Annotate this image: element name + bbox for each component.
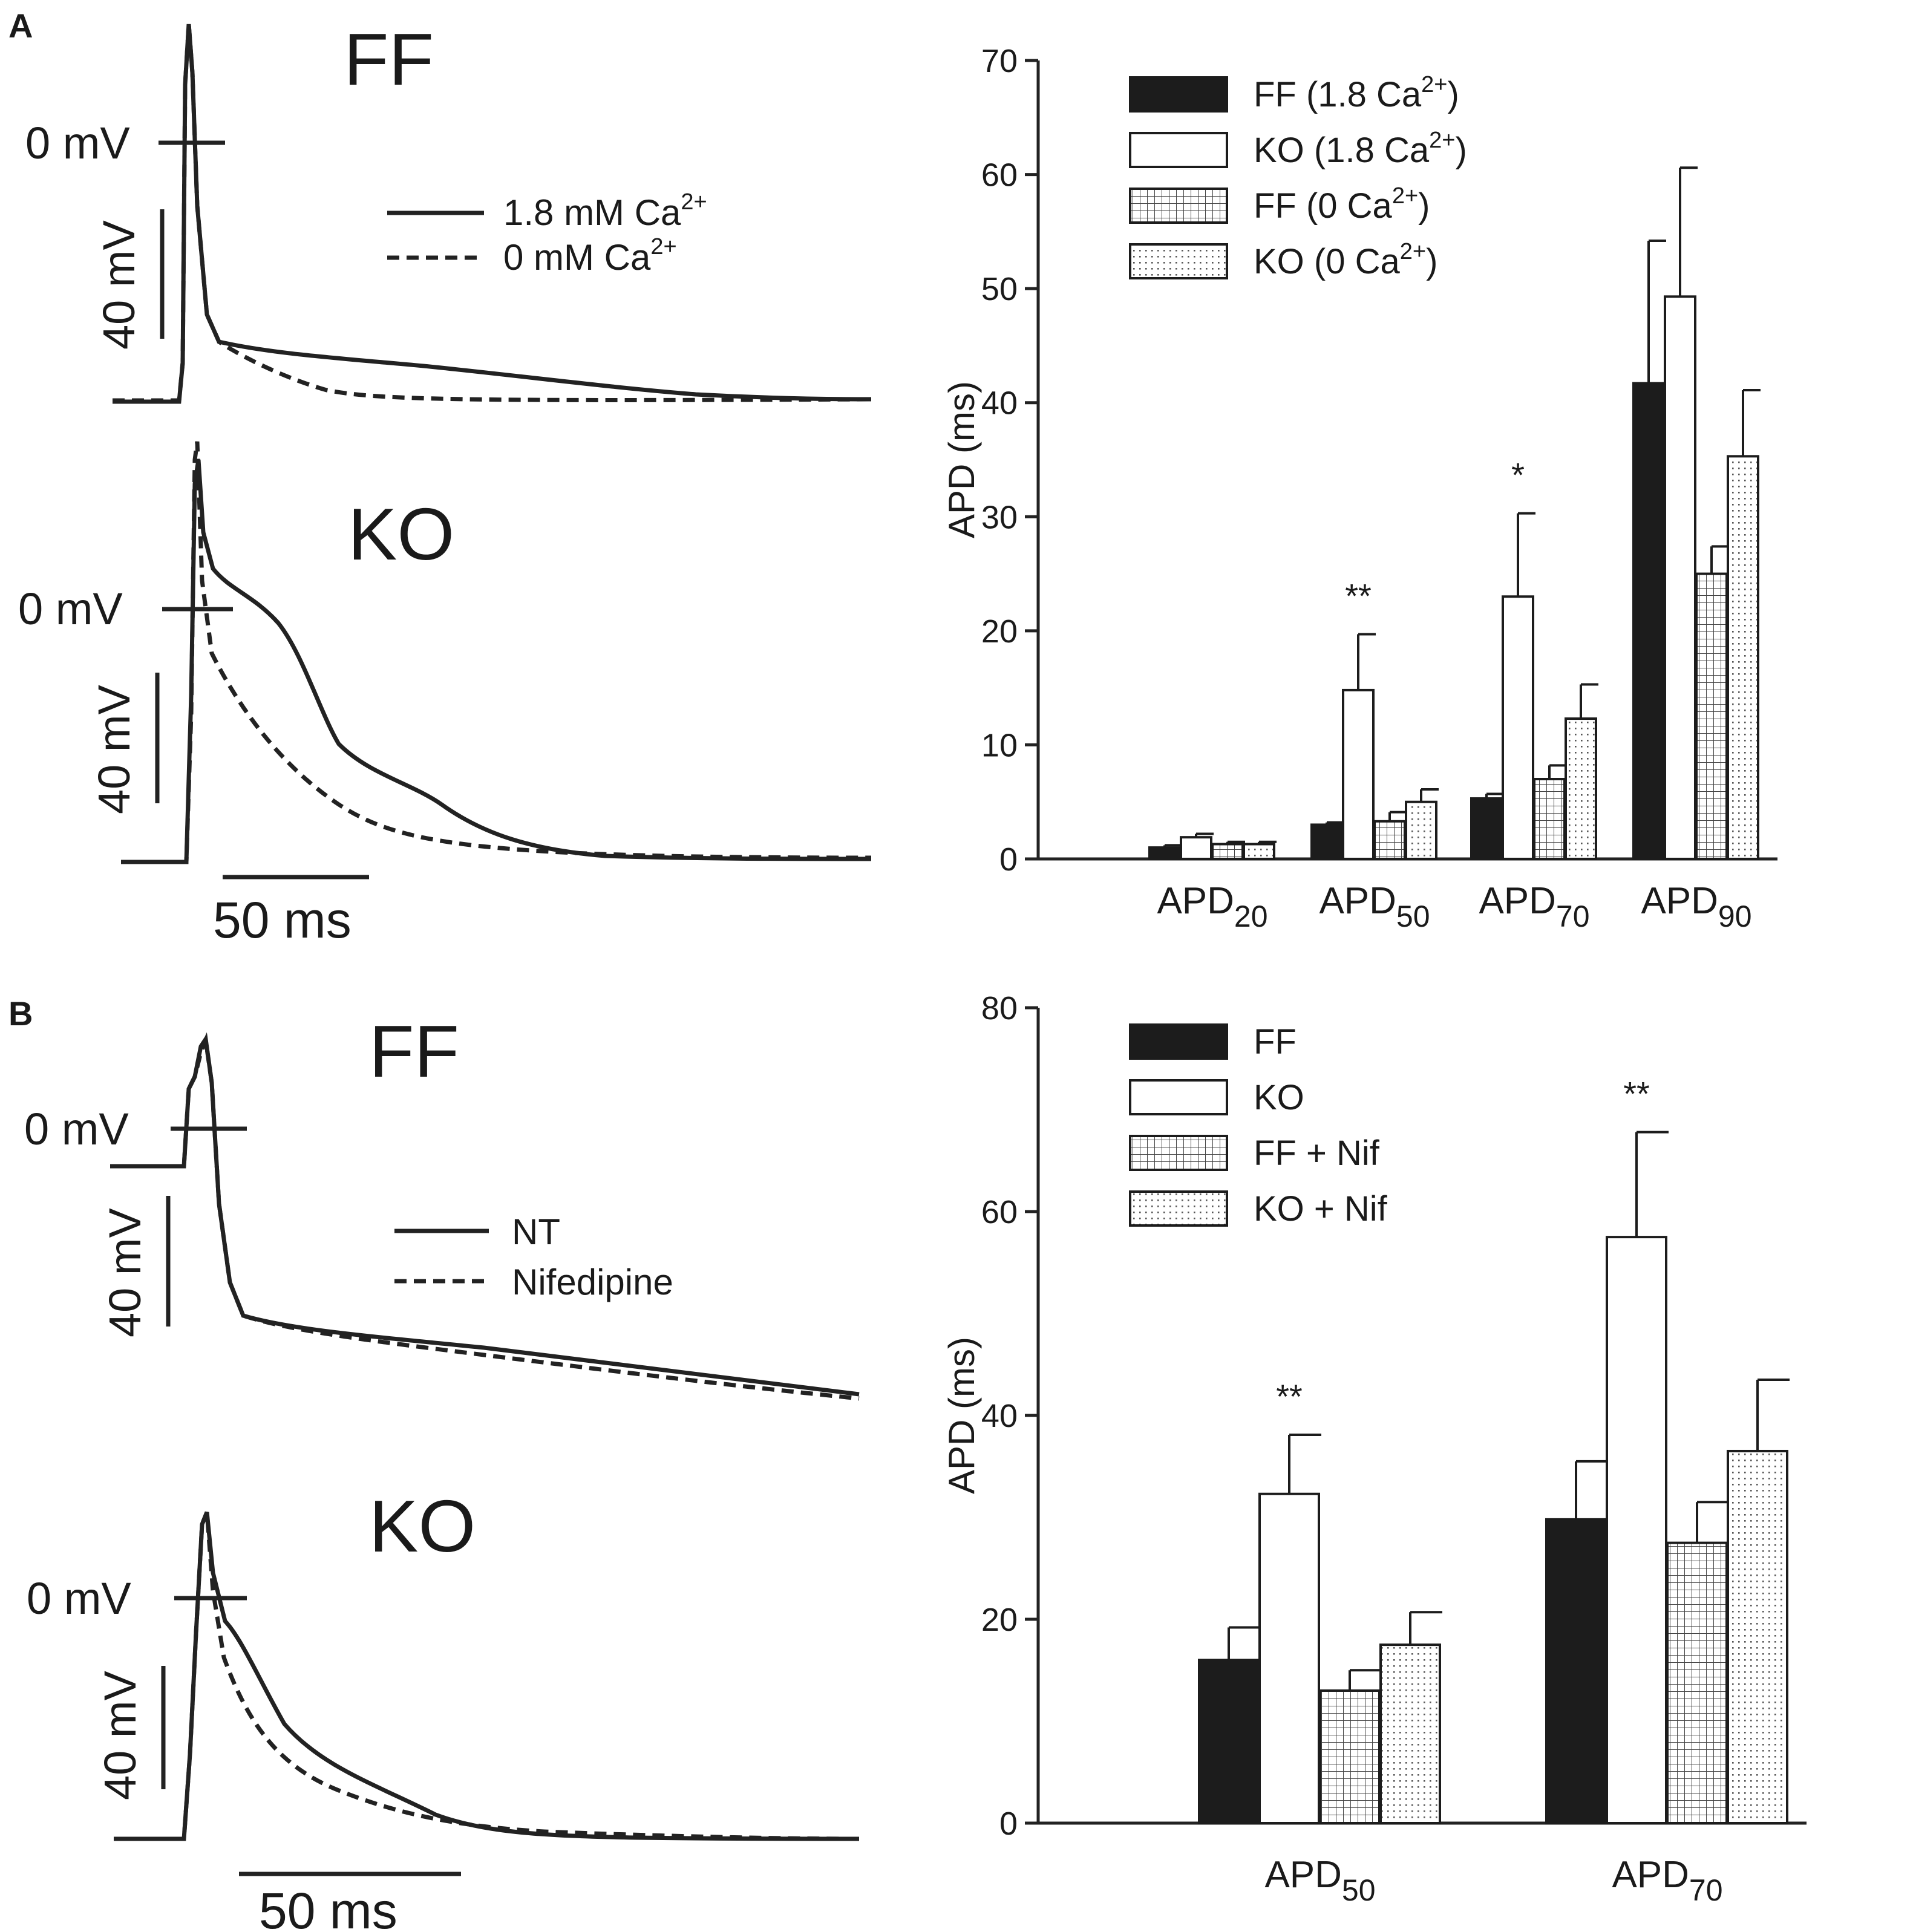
bar (1533, 778, 1566, 860)
bar (1211, 843, 1244, 861)
legend-label: FF (1.8 Ca2+) (1254, 72, 1459, 114)
trace-b-legend-dashed-label: Nifedipine (512, 1262, 673, 1302)
bar (1405, 800, 1437, 860)
bar (1180, 836, 1212, 860)
trace-b-ff-voltage-scale: 40 mV (100, 1207, 150, 1337)
significance-label: * (1511, 456, 1525, 494)
bar (1198, 1659, 1260, 1824)
trace-b-ko-solid-line (114, 1511, 860, 1841)
trace-a-ff-voltage-scale: 40 mV (94, 220, 144, 350)
bar (1470, 797, 1503, 860)
trace-a-legend-solid-label: 1.8 mM Ca2+ (503, 189, 707, 233)
trace-b-ko-title: KO (369, 1485, 476, 1567)
y-axis-label: APD (ms) (941, 1337, 982, 1494)
bar (1148, 846, 1181, 860)
trace-a-ff-title: FF (344, 18, 434, 100)
legend-swatch (1129, 1079, 1228, 1115)
panel-letter-a: A (8, 7, 33, 45)
trace-b-ff-solid-line (110, 1033, 860, 1397)
legend-swatch (1129, 1023, 1228, 1060)
panel-b-traces: FF 0 mV 40 mV KO 0 mV 40 mV 50 ms NT Nif… (24, 1010, 860, 1932)
panel-letter-b: B (8, 994, 33, 1033)
legend-label: KO (1.8 Ca2+) (1254, 128, 1467, 170)
trace-a-ko-voltage-scale: 40 mV (89, 684, 139, 814)
category-label: APD90 (1641, 880, 1751, 933)
y-axis-label: APD (ms) (941, 381, 982, 538)
legend-label: FF (0 Ca2+) (1254, 183, 1430, 226)
legend-label: FF + Nif (1254, 1134, 1380, 1173)
legend-swatch (1129, 1135, 1228, 1171)
y-tick-label: 80 (981, 990, 1018, 1026)
trace-b-ff-dashed-line (110, 1032, 860, 1401)
trace-a-legend-dashed-label: 0 mM Ca2+ (503, 234, 677, 278)
chart-a: 0 10 20 30 40 50 60 70 APD (ms) APD20 APD50 APD70 AP… (941, 43, 1777, 933)
y-tick-label: 30 (981, 499, 1018, 535)
trace-b-ff-zero-label: 0 mV (24, 1104, 129, 1154)
bar (1727, 455, 1759, 860)
bar (1664, 295, 1696, 861)
bar (1310, 823, 1343, 861)
chart-b: 0 20 40 60 80 APD (ms) APD50 APD70 ** ** FF KO FF + … (941, 990, 1807, 1907)
bar (1373, 820, 1406, 861)
trace-b-ff-title: FF (369, 1010, 459, 1092)
legend-label: KO (1254, 1078, 1304, 1117)
bar (1342, 688, 1375, 861)
trace-b-ko-zero-label: 0 mV (27, 1573, 131, 1624)
trace-a-ko-zero-label: 0 mV (18, 584, 123, 634)
trace-b-ko-voltage-scale: 40 mV (95, 1670, 145, 1800)
bar (1632, 382, 1665, 860)
significance-label: ** (1623, 1075, 1650, 1113)
y-tick-label: 60 (981, 1194, 1018, 1230)
y-tick-label: 40 (981, 1398, 1018, 1434)
legend-label: KO (0 Ca2+) (1254, 239, 1437, 281)
significance-label: ** (1345, 577, 1372, 615)
trace-a-ff-solid (113, 24, 872, 404)
category-label: APD50 (1319, 880, 1430, 933)
legend-swatch (1129, 76, 1228, 113)
y-tick-label: 70 (981, 43, 1018, 79)
y-tick-label: 20 (981, 1602, 1018, 1638)
y-tick-label: 40 (981, 385, 1018, 422)
trace-b-time-scale: 50 ms (259, 1882, 397, 1932)
legend-swatch (1129, 1190, 1228, 1227)
legend-label: KO + Nif (1254, 1189, 1388, 1229)
panel-a-traces: FF 0 mV 40 mV KO 0 mV 40 mV 50 ms 1.8 mM… (18, 18, 872, 948)
category-label: APD70 (1479, 880, 1589, 933)
y-tick-label: 20 (981, 613, 1018, 650)
trace-a-time-scale: 50 ms (213, 892, 352, 948)
bar (1319, 1689, 1381, 1824)
category-label: APD50 (1264, 1854, 1375, 1907)
significance-label: ** (1276, 1377, 1303, 1415)
y-tick-label: 0 (999, 841, 1018, 878)
legend-label: FF (1254, 1022, 1297, 1062)
bar (1666, 1541, 1728, 1824)
y-tick-label: 0 (999, 1806, 1018, 1842)
legend-swatch (1129, 132, 1228, 168)
trace-a-ff-zero-label: 0 mV (25, 118, 130, 168)
bar (1502, 595, 1534, 860)
category-label: APD70 (1612, 1854, 1722, 1907)
trace-b-legend-solid-label: NT (512, 1212, 560, 1252)
category-label: APD20 (1157, 880, 1267, 933)
bar (1565, 717, 1597, 860)
bar (1695, 572, 1728, 860)
bar (1545, 1518, 1607, 1825)
legend-swatch (1129, 188, 1228, 224)
legend-swatch (1129, 243, 1228, 279)
trace-a-ff-dashed (113, 24, 872, 403)
bar (1379, 1643, 1441, 1824)
y-tick-label: 60 (981, 157, 1018, 194)
y-tick-label: 10 (981, 727, 1018, 763)
trace-a-ko-solid (121, 459, 872, 864)
trace-a-ko-title: KO (348, 493, 454, 575)
bar (1258, 1492, 1320, 1825)
trace-a-ko-dashed (121, 441, 872, 864)
bar (1727, 1449, 1788, 1825)
y-tick-label: 50 (981, 271, 1018, 307)
bar (1606, 1236, 1667, 1824)
bar (1243, 843, 1275, 861)
trace-b-ko-dashed-line (114, 1511, 860, 1841)
